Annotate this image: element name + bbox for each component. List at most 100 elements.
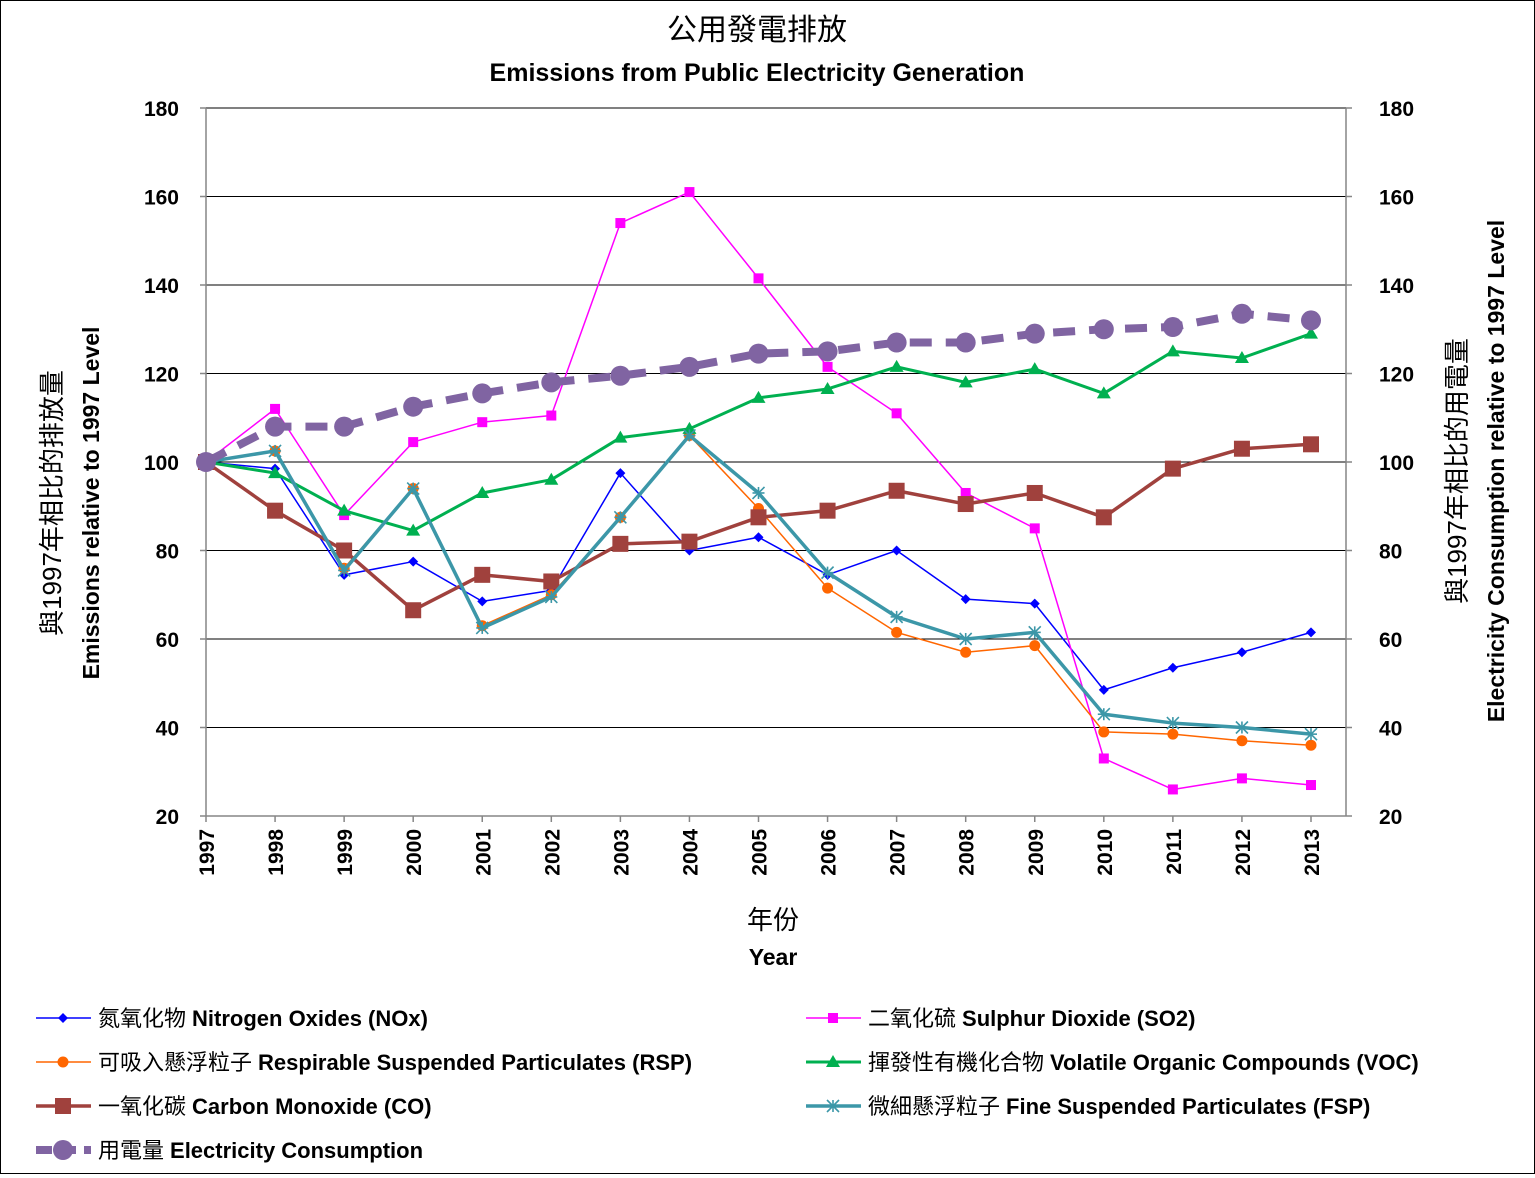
data-point	[544, 472, 559, 485]
data-point	[268, 466, 283, 479]
legend-label-en: Carbon Monoxide (CO)	[192, 1094, 432, 1119]
right-y-tick-label: 160	[1379, 187, 1414, 210]
data-point	[753, 532, 764, 543]
star-marker-stroke	[1028, 625, 1042, 639]
data-point	[891, 545, 902, 556]
series-line	[205, 434, 1312, 746]
data-point	[1236, 773, 1247, 784]
data-point	[1306, 627, 1316, 638]
data-point	[1303, 436, 1319, 453]
data-point	[891, 626, 903, 638]
star-marker-stroke	[890, 610, 904, 624]
data-point	[1026, 484, 1043, 501]
star-marker-stroke	[544, 590, 558, 604]
data-point	[477, 596, 488, 607]
left-y-tick-label: 140	[144, 275, 179, 298]
data-point	[613, 510, 627, 524]
data-point	[1096, 386, 1111, 399]
x-tick-label: 2009	[1025, 829, 1048, 876]
left-y-axis-label-en: Emissions relative to 1997 Level	[78, 327, 104, 680]
legend-label-zh: 用電量	[98, 1138, 164, 1163]
data-point	[1236, 647, 1247, 658]
data-point	[891, 408, 902, 419]
data-point	[1098, 726, 1110, 738]
data-point	[1167, 784, 1178, 795]
data-point	[1098, 753, 1109, 764]
left-y-tick-label: 60	[156, 629, 179, 652]
data-point	[268, 444, 282, 458]
data-point	[750, 509, 767, 526]
data-point	[475, 485, 490, 498]
data-point	[612, 535, 629, 552]
legend-label: 二氧化硫 Sulphur Dioxide (SO2)	[868, 1006, 1195, 1031]
data-point	[337, 563, 351, 577]
data-point	[1098, 684, 1109, 695]
axes	[200, 107, 1352, 822]
x-axis-label-zh: 年份	[747, 905, 799, 935]
data-point	[615, 218, 626, 229]
x-axis-label-en: Year	[749, 944, 798, 970]
data-point	[1231, 303, 1252, 324]
legend-item: 二氧化硫 Sulphur Dioxide (SO2)	[806, 1006, 1195, 1031]
star-marker-stroke	[1235, 720, 1249, 735]
left-y-tick-label: 100	[144, 452, 179, 475]
legend-label-zh: 氮氧化物	[98, 1006, 186, 1031]
data-point	[820, 381, 835, 394]
data-point	[267, 502, 284, 519]
star-marker-stroke	[406, 481, 420, 496]
chart-title: 公用發電排放	[667, 14, 847, 47]
data-point	[1301, 310, 1321, 331]
data-point	[1097, 707, 1111, 721]
data-point	[817, 341, 838, 362]
data-point	[1162, 317, 1183, 338]
series-line	[204, 309, 1312, 466]
series-electricity-consumption	[196, 303, 1321, 472]
data-point	[196, 452, 216, 472]
legend-label-zh: 可吸入懸浮粒子	[98, 1050, 252, 1075]
data-point	[403, 396, 424, 417]
right-y-axis-label-en: Electricity Consumption relative to 1997…	[1483, 220, 1509, 722]
legend-item: 微細懸浮粒子 Fine Suspended Particulates (FSP)	[806, 1094, 1370, 1119]
data-point	[265, 416, 286, 437]
data-point	[57, 1056, 69, 1068]
right-y-tick-label: 140	[1379, 275, 1414, 298]
data-point	[748, 343, 769, 364]
data-point	[682, 428, 697, 443]
left-y-tick-label: 120	[144, 364, 179, 387]
data-point	[336, 542, 353, 559]
data-point	[405, 602, 422, 619]
right-y-tick-label: 80	[1379, 541, 1402, 564]
data-point	[613, 430, 628, 443]
data-point	[334, 416, 355, 437]
star-marker-stroke	[613, 510, 627, 524]
data-point	[1029, 523, 1040, 534]
data-point	[828, 1013, 838, 1023]
x-tick-label: 2012	[1232, 829, 1255, 876]
data-point	[55, 1098, 71, 1114]
data-point	[960, 594, 971, 605]
legend-label-zh: 揮發性有機化合物	[868, 1050, 1044, 1075]
x-tick-label: 2001	[472, 829, 495, 876]
chart-subtitle: Emissions from Public Electricity Genera…	[490, 59, 1025, 87]
data-point	[1029, 640, 1041, 652]
right-y-tick-label: 40	[1379, 718, 1402, 741]
legend-label: 用電量 Electricity Consumption	[98, 1138, 423, 1163]
data-point	[819, 502, 836, 519]
star-marker-stroke	[959, 632, 973, 646]
legend-item: 揮發性有機化合物 Volatile Organic Compounds (VOC)	[806, 1050, 1419, 1075]
data-point	[610, 365, 631, 386]
data-point	[890, 610, 904, 624]
data-point	[960, 646, 972, 658]
data-point	[58, 1013, 68, 1023]
right-y-tick-label: 120	[1379, 364, 1414, 387]
star-marker-stroke	[751, 486, 766, 500]
data-point	[959, 632, 973, 646]
x-tick-label: 2000	[403, 829, 426, 876]
series-line	[204, 442, 1312, 612]
legend-label-en: Respirable Suspended Particulates (RSP)	[258, 1050, 692, 1075]
data-point	[1095, 509, 1112, 526]
x-tick-label: 1999	[334, 829, 357, 876]
series-line	[205, 433, 1312, 736]
legend-label-en: Sulphur Dioxide (SO2)	[962, 1006, 1195, 1031]
data-point	[1024, 323, 1045, 344]
